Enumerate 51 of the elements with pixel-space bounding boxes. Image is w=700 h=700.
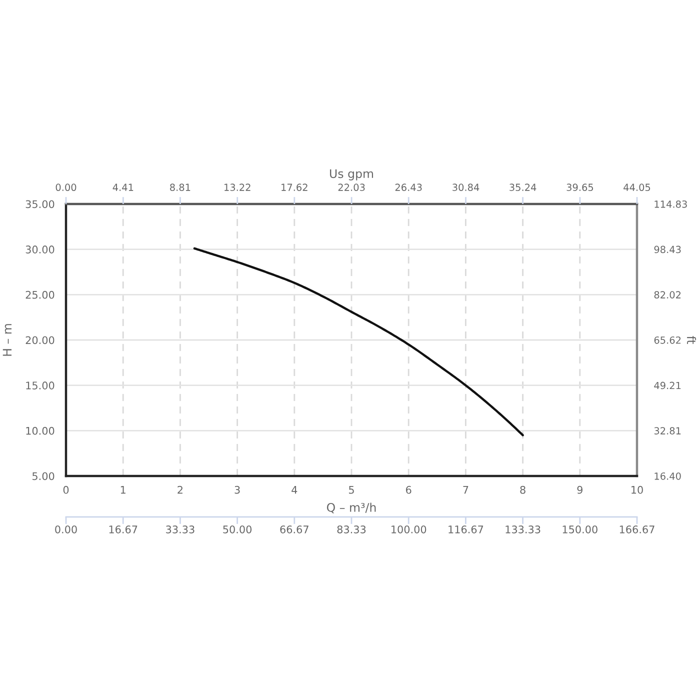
y-axis-title: H – m <box>2 324 12 356</box>
y2-tick-label: 82.02 <box>654 291 681 298</box>
x2-tick-label: 44.05 <box>624 184 650 192</box>
y-tick-label: 25.00 <box>26 290 54 299</box>
text: 0.00 <box>55 525 77 534</box>
x-tick-label: 8 <box>520 486 526 494</box>
x2-tick-label: 26.43 <box>395 184 422 192</box>
x2-tick-label: 0.00 <box>56 184 76 192</box>
y-tick-label: 5.00 <box>32 472 54 480</box>
x-tick-label: 6 <box>406 486 412 494</box>
y2-tick-label: 49.21 <box>654 382 681 390</box>
x2-tick-label: 30.84 <box>452 184 480 192</box>
y2-tick-label: 32.81 <box>654 427 681 434</box>
x-tick-label: 9 <box>577 486 582 494</box>
x2-tick-label: 22.03 <box>338 184 365 192</box>
x2-axis-title: Us gpm <box>330 169 374 180</box>
x-tick-label: 3 <box>234 486 240 494</box>
text: 66.67 <box>280 525 308 534</box>
x-tick-label: 5 <box>348 486 354 494</box>
x2-tick-label: 35.24 <box>510 184 536 192</box>
text: 133.33 <box>506 525 540 534</box>
x-tick-label: 7 <box>463 486 468 494</box>
x2-tick-label: 13.22 <box>224 184 250 192</box>
y2-tick-label: 16.40 <box>654 472 681 480</box>
text: 33.33 <box>166 525 194 534</box>
x-tick-label: 0 <box>63 486 69 494</box>
y2-axis-title: ft <box>687 336 696 344</box>
y-tick-label: 20.00 <box>26 336 54 344</box>
y-tick-label: 15.00 <box>26 382 54 390</box>
x-axis-title: Q – m³/h <box>326 502 376 514</box>
y-tick-label: 30.00 <box>26 246 54 254</box>
text: 150.00 <box>562 525 598 534</box>
y-tick-label: 10.00 <box>26 426 54 435</box>
y2-tick-label: 98.43 <box>654 246 681 254</box>
x-tick-label: 2 <box>178 486 182 494</box>
text: 100.00 <box>392 525 426 534</box>
text: 50.00 <box>223 525 252 534</box>
x2-tick-label: 8.81 <box>170 184 190 192</box>
x-tick-label: 10 <box>632 486 643 494</box>
text: 16.67 <box>109 525 138 534</box>
text: 116.67 <box>448 525 484 534</box>
x2-tick-label: 4.41 <box>112 184 134 191</box>
text: 166.67 <box>620 525 654 534</box>
text: 83.33 <box>337 525 366 534</box>
y2-tick-label: 114.83 <box>654 200 687 208</box>
x-tick-label: 1 <box>120 486 126 494</box>
y2-tick-label: 65.62 <box>654 336 681 344</box>
x-tick-label: 4 <box>292 486 298 494</box>
x2-tick-label: 39.65 <box>566 184 594 192</box>
y-tick-label: 35.00 <box>26 200 54 208</box>
x2-tick-label: 17.62 <box>282 184 308 192</box>
